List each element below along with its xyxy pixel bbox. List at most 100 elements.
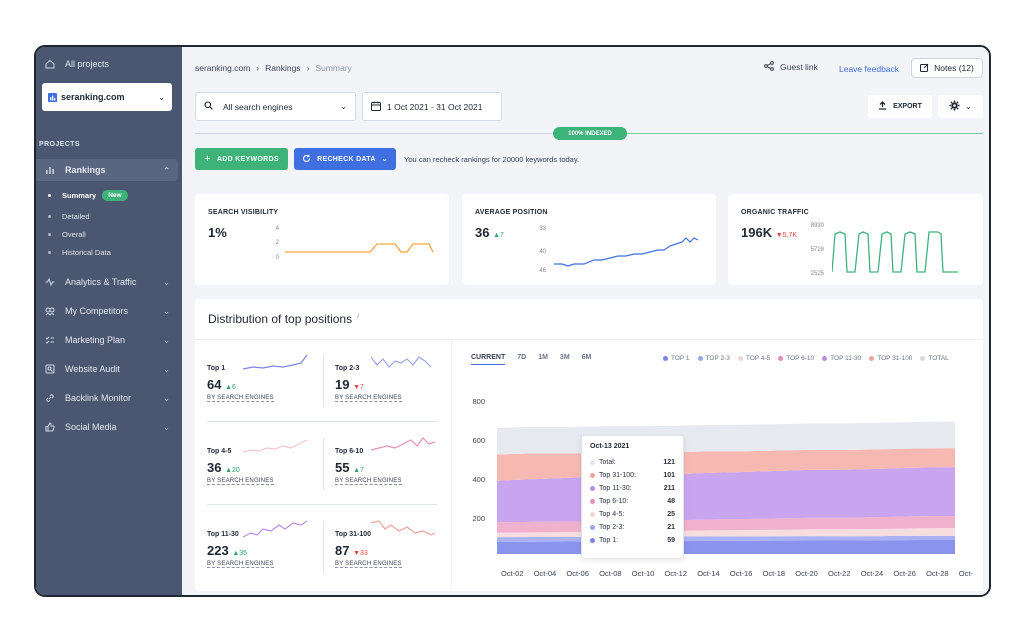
tab-7d[interactable]: 7D [517, 354, 527, 361]
by-search-engines-link[interactable]: BY SEARCH ENGINES [335, 561, 402, 568]
legend-item[interactable]: TOP 11-30 [822, 355, 861, 362]
tab-3m[interactable]: 3M [559, 354, 570, 361]
x-tick-label: Oct-28 [926, 569, 949, 578]
cell-label: Top 11-30 [207, 531, 239, 538]
by-search-engines-link[interactable]: BY SEARCH ENGINES [207, 478, 274, 485]
bullet-icon [48, 233, 51, 236]
breadcrumb: seranking.com › Rankings › Summary [195, 63, 352, 73]
x-tick-label: Oct-08 [599, 569, 622, 578]
sidebar-item-backlink[interactable]: Backlink Monitor ⌄ [36, 387, 182, 409]
tab-current[interactable]: CURRENT [471, 354, 506, 365]
search-engines-select[interactable]: All search engines ⌄ [195, 92, 356, 121]
by-search-engines-link[interactable]: BY SEARCH ENGINES [335, 395, 402, 402]
sidebar-item-audit[interactable]: Website Audit ⌄ [36, 358, 182, 380]
info-icon[interactable]: i [357, 314, 359, 320]
cell-label: Top 6-10 [335, 448, 364, 455]
visibility-value: 1% [208, 225, 227, 240]
tooltip-value: 59 [667, 537, 675, 544]
legend-item[interactable]: TOP 31-100 [869, 355, 912, 362]
sidebar-item-competitors[interactable]: My Competitors ⌄ [36, 300, 182, 322]
legend-label: TOP 6-10 [786, 355, 815, 362]
export-label: EXPORT [893, 103, 922, 110]
search-icon [204, 101, 213, 112]
gear-icon [949, 100, 960, 113]
project-select[interactable]: seranking.com ⌄ [42, 83, 172, 111]
tooltip-row: Total: 121 [590, 456, 675, 469]
bar-chart-icon [44, 164, 56, 176]
add-keywords-label: ADD KEYWORDS [216, 155, 279, 163]
cell-sparkline [243, 520, 308, 538]
legend-item[interactable]: TOP 6-10 [778, 355, 814, 362]
tooltip-swatch [590, 460, 595, 465]
x-tick-label: Oct-06 [566, 569, 589, 578]
tab-6m[interactable]: 6M [581, 354, 592, 361]
guest-link-button[interactable]: Guest link [764, 61, 818, 73]
cell-sparkline [243, 439, 308, 453]
sidebar-item-social[interactable]: Social Media ⌄ [36, 416, 182, 438]
search-engines-value: All search engines [223, 101, 293, 112]
leave-feedback-link[interactable]: Leave feedback [839, 64, 900, 74]
tooltip-label: Top 31-100: [599, 472, 636, 479]
tooltip-row: Top 6-10: 48 [590, 495, 675, 508]
bullet-icon [48, 194, 51, 197]
sidebar-subitem-overall[interactable]: Overall [48, 230, 86, 239]
export-button[interactable]: EXPORT [868, 95, 932, 118]
tooltip-rows: Total: 121 Top 31-100: 101 Top 11-30: 211 Top … [590, 456, 675, 547]
legend-item[interactable]: TOTAL [920, 355, 949, 362]
chevron-down-icon: ⌄ [340, 102, 347, 111]
home-icon [44, 58, 56, 70]
date-range-picker[interactable]: 1 Oct 2021 - 31 Oct 2021 [362, 92, 502, 121]
sidebar-item-analytics[interactable]: Analytics & Traffic ⌄ [36, 271, 182, 293]
sidebar-item-rankings[interactable]: Rankings ⌃ [36, 159, 182, 181]
cell-label: Top 31-100 [335, 531, 372, 538]
average-position-card: AVERAGE POSITION 36 ▲7 33 40 46 [462, 194, 716, 285]
by-search-engines-link[interactable]: BY SEARCH ENGINES [207, 395, 274, 402]
avg-position-delta: ▲7 [493, 232, 504, 239]
legend-item[interactable]: TOP 1 [663, 355, 690, 362]
breadcrumb-rankings[interactable]: Rankings [265, 63, 301, 73]
chevron-down-icon: ⌄ [965, 102, 972, 111]
settings-button[interactable]: ⌄ [938, 95, 983, 118]
by-search-engines-link[interactable]: BY SEARCH ENGINES [207, 561, 274, 568]
add-keywords-button[interactable]: + ADD KEYWORDS [195, 148, 288, 170]
legend-label: TOTAL [928, 355, 949, 362]
legend-swatch [697, 356, 703, 361]
distribution-title: Distribution of top positions i [208, 312, 359, 326]
legend-item[interactable]: TOP 4-5 [737, 355, 770, 362]
sidebar-item-marketing[interactable]: Marketing Plan ⌄ [36, 329, 182, 351]
x-tick-label: Oct-04 [533, 569, 557, 578]
cell-delta: ▲6 [225, 384, 236, 391]
refresh-icon [302, 154, 311, 165]
tab-1m[interactable]: 1M [538, 354, 548, 361]
period-tabs: CURRENT 7D 1M 3M 6M [471, 354, 603, 365]
notes-button[interactable]: Notes (12) [911, 58, 983, 78]
y-tick-label: 800 [472, 397, 485, 406]
y-tick-label: 200 [472, 514, 485, 523]
all-projects-link[interactable]: All projects [36, 53, 182, 75]
sidebar-subitem-detailed[interactable]: Detailed [48, 212, 90, 221]
position-cell: Top 4-5 36 ▲20 BY SEARCH ENGINES [207, 422, 323, 505]
tooltip-value: 121 [663, 459, 675, 466]
recheck-data-button[interactable]: RECHECK DATA ⌄ [294, 148, 396, 170]
chevron-down-icon: ⌄ [381, 156, 388, 163]
cell-value: 223 ▲35 [207, 543, 248, 558]
sidebar-subitem-summary[interactable]: Summary New [48, 190, 128, 201]
tooltip-value: 21 [667, 524, 675, 531]
breadcrumb-site[interactable]: seranking.com [195, 63, 251, 73]
legend-item[interactable]: TOP 2-3 [697, 355, 730, 362]
position-cell: Top 6-10 55 ▲7 BY SEARCH ENGINES [335, 422, 451, 505]
bar-chart-icon [48, 92, 57, 102]
new-badge: New [102, 190, 128, 201]
sidebar-subitem-historical[interactable]: Historical Data [48, 248, 111, 257]
sidebar-item-label: Marketing Plan [65, 335, 126, 345]
avg-position-value: 36 ▲7 [475, 225, 504, 240]
cell-value: 64 ▲6 [207, 377, 236, 392]
tooltip-row: Top 1: 59 [590, 534, 675, 547]
tooltip-value: 211 [663, 485, 675, 492]
all-projects-label: All projects [65, 59, 110, 69]
x-tick-label: Oct-12 [664, 569, 688, 578]
x-tick-label: Oct-20 [795, 569, 818, 578]
by-search-engines-link[interactable]: BY SEARCH ENGINES [335, 478, 402, 485]
chevron-down-icon: ⌄ [163, 306, 170, 316]
x-tick-label: Oct- [958, 569, 973, 578]
